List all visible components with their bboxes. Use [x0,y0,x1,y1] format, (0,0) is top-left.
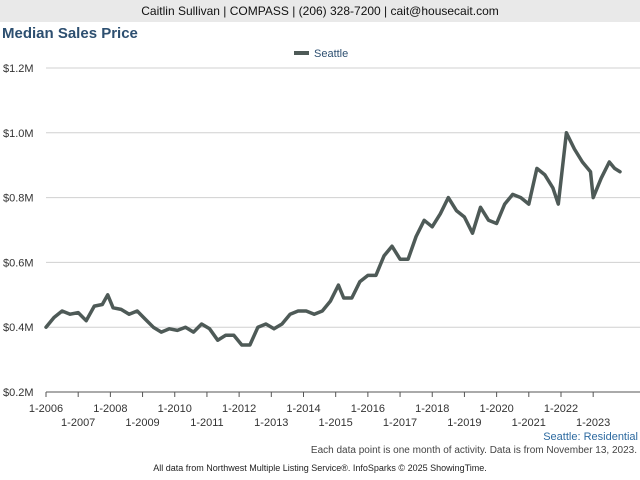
x-tick-label: 1-2011 [190,417,223,429]
x-tick-label: 1-2017 [383,417,417,429]
y-tick-label: $1.0M [3,128,34,140]
legend-label: Seattle [314,48,348,60]
x-tick-label: 1-2007 [61,417,95,429]
y-tick-label: $0.8M [3,193,34,205]
x-tick-label: 1-2018 [415,403,449,415]
x-tick-label: 1-2013 [254,417,288,429]
x-tick-label: 1-2021 [512,417,546,429]
x-tick-label: 1-2008 [93,403,127,415]
x-tick-label: 1-2019 [447,417,481,429]
chart-title: Median Sales Price [2,25,138,42]
series-line-seattle [44,131,622,347]
x-tick-label: 1-2022 [544,403,578,415]
x-tick-label: 1-2014 [286,403,320,415]
chart-sublabel: Seattle: Residential [543,431,638,443]
contact-header: Caitlin Sullivan | COMPASS | (206) 328-7… [0,0,640,22]
x-tick-label: 1-2015 [319,417,353,429]
data-footnote: Each data point is one month of activity… [310,445,637,456]
data-credit: All data from Northwest Multiple Listing… [153,463,487,473]
x-tick-label: 1-2010 [158,403,192,415]
x-tick-label: 1-2023 [576,417,610,429]
y-tick-label: $1.2M [3,63,34,75]
x-tick-label: 1-2016 [351,403,385,415]
x-tick-label: 1-2012 [222,403,256,415]
x-tick-label: 1-2020 [479,403,513,415]
x-tick-label: 1-2006 [29,403,63,415]
y-tick-label: $0.6M [3,257,34,269]
y-tick-label: $0.2M [3,387,34,399]
x-tick-label: 1-2009 [125,417,159,429]
y-tick-label: $0.4M [3,322,34,334]
contact-text: Caitlin Sullivan | COMPASS | (206) 328-7… [141,4,499,18]
